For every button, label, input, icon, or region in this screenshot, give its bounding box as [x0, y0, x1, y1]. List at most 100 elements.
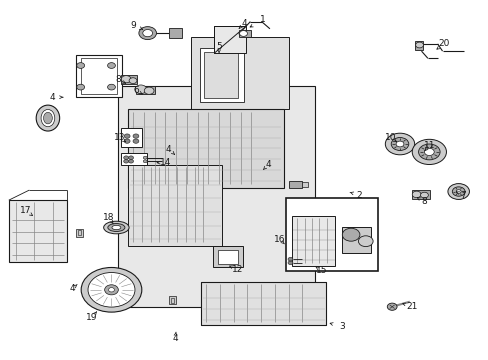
Bar	[292, 216, 335, 266]
Bar	[238, 30, 250, 37]
Circle shape	[424, 148, 433, 156]
Bar	[285, 198, 377, 271]
Circle shape	[123, 159, 128, 163]
Circle shape	[124, 139, 130, 143]
Circle shape	[411, 139, 446, 165]
Circle shape	[81, 267, 142, 312]
Bar	[9, 200, 66, 262]
Text: 2: 2	[356, 191, 362, 199]
Bar	[76, 229, 83, 237]
Text: 15: 15	[315, 266, 327, 275]
Text: 14: 14	[159, 158, 171, 167]
Bar	[76, 55, 122, 97]
Text: 5: 5	[216, 42, 222, 51]
Text: 9: 9	[130, 21, 136, 30]
Bar	[342, 227, 370, 253]
Circle shape	[143, 160, 147, 163]
Circle shape	[287, 261, 292, 265]
Bar	[217, 250, 238, 264]
Bar	[212, 246, 243, 267]
Circle shape	[385, 133, 414, 155]
Circle shape	[133, 139, 139, 143]
Circle shape	[77, 84, 84, 90]
Circle shape	[239, 31, 247, 36]
Ellipse shape	[103, 221, 129, 234]
Text: 21: 21	[405, 302, 417, 311]
Circle shape	[77, 63, 84, 68]
Text: 10: 10	[384, 133, 395, 142]
Circle shape	[287, 257, 292, 261]
Circle shape	[386, 303, 396, 310]
Text: 4: 4	[264, 161, 270, 169]
Bar	[204, 52, 237, 98]
Text: 1: 1	[260, 15, 265, 24]
Text: 16: 16	[273, 235, 285, 244]
Bar	[414, 41, 423, 50]
Text: 6: 6	[133, 86, 139, 95]
Text: 4: 4	[241, 19, 247, 28]
Circle shape	[121, 76, 131, 83]
Circle shape	[447, 184, 468, 199]
Text: 4: 4	[69, 284, 75, 293]
Ellipse shape	[41, 109, 55, 127]
Circle shape	[128, 156, 133, 159]
Bar	[128, 109, 283, 188]
Circle shape	[143, 156, 147, 159]
Bar	[411, 190, 429, 199]
Circle shape	[451, 187, 464, 196]
Circle shape	[420, 192, 427, 198]
Circle shape	[411, 191, 420, 198]
Text: 7: 7	[460, 191, 466, 199]
Bar	[78, 230, 81, 235]
Circle shape	[358, 236, 372, 247]
Circle shape	[124, 134, 130, 138]
Ellipse shape	[36, 105, 60, 131]
Text: 3: 3	[339, 323, 345, 331]
Circle shape	[342, 228, 359, 241]
Bar	[190, 37, 288, 109]
Text: 13: 13	[114, 133, 125, 142]
Circle shape	[135, 85, 146, 94]
Circle shape	[415, 42, 423, 48]
Bar	[81, 58, 117, 94]
Circle shape	[142, 30, 152, 37]
Text: 19: 19	[86, 313, 98, 322]
Text: 4: 4	[50, 93, 56, 102]
Bar	[288, 181, 302, 188]
Circle shape	[455, 190, 460, 193]
Circle shape	[129, 78, 137, 84]
Circle shape	[128, 159, 133, 163]
Text: 20: 20	[437, 40, 449, 49]
Bar	[199, 48, 243, 102]
Circle shape	[123, 156, 128, 159]
Text: 12: 12	[231, 265, 243, 274]
Text: 11: 11	[423, 141, 434, 150]
Circle shape	[107, 63, 115, 68]
Bar	[121, 128, 142, 147]
Circle shape	[133, 134, 139, 138]
Circle shape	[144, 87, 154, 94]
Circle shape	[139, 27, 156, 40]
Ellipse shape	[112, 225, 121, 230]
Bar	[121, 153, 146, 165]
Bar	[168, 28, 182, 38]
Circle shape	[390, 138, 408, 150]
Circle shape	[108, 288, 114, 292]
Bar	[121, 75, 137, 84]
Bar	[128, 165, 222, 246]
Text: 8: 8	[421, 197, 427, 206]
Ellipse shape	[43, 112, 52, 124]
Text: 18: 18	[102, 213, 114, 222]
Text: 4: 4	[165, 145, 171, 154]
Bar	[170, 298, 173, 303]
Circle shape	[395, 141, 403, 147]
Bar	[201, 282, 325, 325]
Bar	[214, 26, 245, 53]
Circle shape	[107, 84, 115, 90]
Circle shape	[88, 273, 135, 307]
Bar	[302, 182, 307, 187]
Text: 17: 17	[20, 206, 31, 215]
Text: 4: 4	[172, 334, 178, 343]
Circle shape	[418, 144, 439, 160]
Text: 8: 8	[115, 76, 121, 85]
